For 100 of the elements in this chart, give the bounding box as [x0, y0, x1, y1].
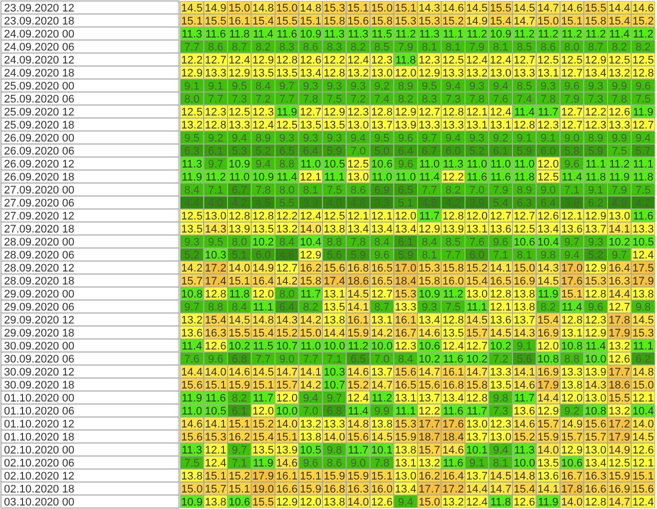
data-label: 12.9	[537, 406, 559, 418]
data-label: 14.6	[514, 380, 536, 392]
data-label: 8.3	[422, 94, 438, 106]
data-label: 13.9	[584, 366, 606, 378]
data-label: 14.9	[561, 418, 583, 430]
data-label: 8.7	[374, 302, 390, 314]
y-tick-label: 01.10.2020 18	[4, 432, 74, 444]
data-label: 11.7	[466, 406, 488, 418]
data-label: 11.9	[538, 496, 558, 508]
data-label: 14.0	[324, 432, 346, 444]
data-label: 8.2	[255, 42, 271, 54]
data-label: 12.4	[466, 496, 488, 508]
data-label: 11.1	[252, 302, 274, 314]
data-label: 7.2	[492, 354, 508, 366]
data-label: 10.2	[608, 236, 630, 248]
data-label: 13.2	[608, 406, 630, 418]
data-label: 8.0	[184, 94, 200, 106]
data-label: 11.4	[348, 406, 368, 418]
data-label: 6.3	[516, 198, 532, 210]
data-label: 8.2	[302, 302, 318, 314]
data-label: 12.1	[632, 458, 654, 470]
data-label: 15.5	[204, 16, 226, 28]
data-label: 14.0	[347, 496, 369, 508]
data-label: 16.3	[204, 328, 226, 340]
y-tick-label: 30.09.2020 00	[4, 340, 74, 352]
data-label: 15.1	[228, 418, 250, 430]
data-label: 14.5	[632, 432, 654, 444]
data-label: 7.0	[374, 354, 390, 366]
data-label: 4.2	[445, 198, 461, 210]
data-label: 7.9	[564, 94, 580, 106]
data-label: 14.4	[466, 484, 488, 496]
data-label: 16.9	[537, 328, 559, 340]
data-label: 13.2	[608, 68, 630, 80]
data-label: 5.6	[326, 250, 342, 262]
data-label: 12.5	[632, 54, 654, 66]
data-label: 9.3	[302, 132, 318, 144]
data-label: 8.1	[445, 42, 461, 54]
data-label: 15.3	[394, 288, 416, 300]
data-label: 15.0	[514, 262, 536, 274]
data-label: 8.9	[398, 80, 414, 92]
data-label: 11.6	[466, 172, 488, 184]
data-label: 8.2	[398, 94, 414, 106]
data-label: 14.3	[276, 314, 298, 326]
data-label: 15.0	[418, 496, 440, 508]
data-label: 12.8	[584, 496, 606, 508]
data-label: 16.0	[371, 484, 393, 496]
data-label: 9.4	[255, 158, 271, 170]
data-label: 11.8	[632, 172, 654, 184]
data-label: 8.0	[279, 184, 295, 196]
data-label: 7.4	[374, 94, 390, 106]
data-label: 12.4	[300, 210, 322, 222]
data-label: 5.0	[374, 146, 390, 158]
data-label: 15.3	[204, 432, 226, 444]
data-label: 13.9	[394, 120, 416, 132]
data-label: 15.2	[466, 262, 488, 274]
data-label: 9.8	[540, 250, 556, 262]
data-label: 14.9	[608, 444, 630, 456]
data-label: 13.5	[300, 120, 322, 132]
data-label: 15.0	[537, 16, 559, 28]
data-label: 13.3	[204, 68, 226, 80]
data-label: 11.2	[609, 158, 630, 170]
data-label: 9.8	[326, 444, 342, 456]
data-label: 9.3	[326, 80, 342, 92]
data-label: 14.7	[466, 366, 488, 378]
data-label: 15.1	[181, 16, 203, 28]
data-label: 10.6	[371, 158, 393, 170]
data-label: 13.7	[371, 366, 393, 378]
data-label: 13.3	[418, 120, 440, 132]
data-label: 13.3	[394, 302, 416, 314]
data-label: 16.1	[228, 16, 250, 28]
data-label: 7.9	[612, 184, 628, 196]
data-label: 16.9	[514, 276, 536, 288]
data-label: 14.5	[252, 366, 274, 378]
data-label: 13.8	[632, 288, 654, 300]
data-label: 13.5	[252, 224, 274, 236]
data-label: 9.4	[564, 250, 580, 262]
data-label: 15.5	[228, 328, 250, 340]
data-label: 15.0	[300, 328, 322, 340]
data-label: 9.6	[588, 302, 604, 314]
data-label: 14.5	[347, 288, 369, 300]
data-label: 10.0	[276, 406, 298, 418]
data-label: 9.4	[350, 132, 366, 144]
data-label: 13.4	[300, 68, 322, 80]
y-tick-label: 02.10.2020 00	[4, 444, 74, 456]
data-label: 14.5	[632, 314, 654, 326]
data-label: 5.7	[635, 146, 651, 158]
y-tick-label: 30.09.2020 06	[4, 354, 74, 366]
data-label: 12.9	[300, 250, 322, 262]
data-label: 12.1	[561, 210, 583, 222]
data-label: 13.0	[490, 68, 512, 80]
data-label: 13.6	[490, 224, 512, 236]
data-label: 10.8	[537, 354, 559, 366]
data-label: 12.8	[371, 106, 393, 118]
data-label: 12.5	[181, 106, 203, 118]
data-label: 15.1	[204, 380, 226, 392]
data-label: 17.2	[204, 262, 226, 274]
data-label: 13.6	[537, 470, 559, 482]
data-label: 9.1	[516, 340, 532, 352]
data-label: 5.6	[516, 354, 532, 366]
data-label: 12.0	[276, 392, 298, 404]
